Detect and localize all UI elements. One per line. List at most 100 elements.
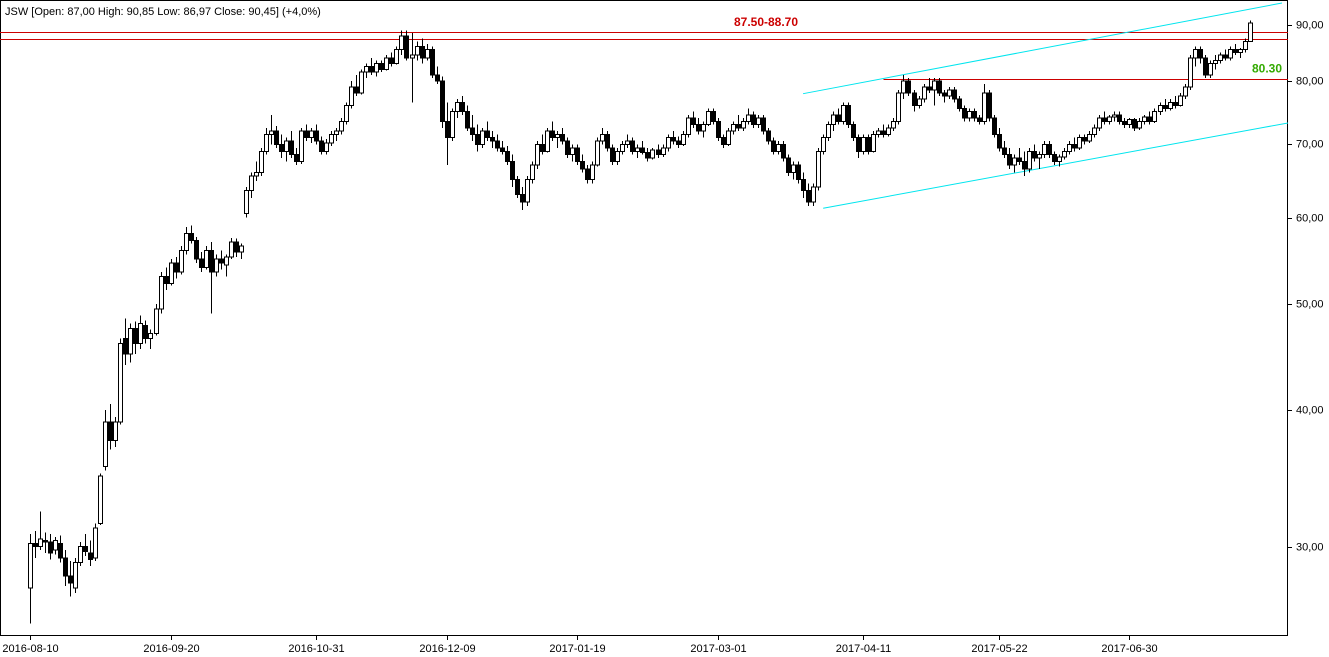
candle-body [189, 233, 194, 241]
y-tick-label: 50,00 [1296, 298, 1324, 310]
candle-body [550, 130, 555, 139]
candle-body [896, 92, 901, 122]
candle-body [535, 143, 540, 166]
candle-body [851, 124, 856, 139]
candle-body [801, 179, 806, 192]
candle-body [816, 150, 821, 188]
candle-body [1132, 118, 1137, 129]
candle-body [455, 101, 460, 113]
x-tick-label: 2016-12-09 [419, 643, 475, 655]
candle-body [796, 164, 801, 181]
candle-body [1203, 57, 1208, 76]
candle-body [841, 104, 846, 122]
candle-body [334, 130, 339, 135]
candle-body [691, 117, 696, 126]
candle-body [194, 239, 199, 260]
candle-body [645, 152, 650, 159]
candle-body [304, 130, 309, 139]
candle-body [113, 421, 118, 442]
candle-body [881, 130, 886, 135]
candle-body [761, 117, 766, 132]
candle-body [776, 143, 781, 152]
candle-body [103, 421, 108, 468]
candle-body [174, 262, 179, 273]
candle-body [580, 161, 585, 170]
candle-body [957, 98, 962, 110]
candle-body [404, 35, 409, 59]
candle-body [811, 186, 816, 203]
candle-body [1092, 127, 1097, 135]
candle-body [821, 137, 826, 152]
candle-body [425, 49, 430, 59]
candle-body [1087, 133, 1092, 142]
candle-body [314, 130, 319, 142]
candle-body [128, 327, 133, 355]
candle-body [264, 133, 269, 152]
candle-body [480, 130, 485, 145]
candle-body [259, 150, 264, 173]
candle-body [1198, 49, 1203, 59]
candle-body [374, 63, 379, 73]
candle-body [520, 193, 525, 203]
candle-body [1022, 161, 1027, 170]
candle-body [846, 104, 851, 126]
candle-body [63, 557, 68, 577]
candle-body [98, 475, 103, 524]
candle-body [721, 137, 726, 145]
candle-body [279, 143, 284, 152]
candle-body [982, 92, 987, 122]
candle-body [640, 147, 645, 154]
candle-body [861, 137, 866, 152]
candle-body [1027, 150, 1032, 170]
candle-body [1052, 154, 1057, 163]
candle-body [379, 63, 384, 70]
candle-body [384, 57, 389, 70]
candle-body [595, 140, 600, 166]
candle-body [214, 258, 219, 273]
candle-body [399, 35, 404, 51]
candle-body [319, 140, 324, 152]
candle-body [73, 562, 78, 589]
candle-body [630, 140, 635, 152]
candle-body [410, 54, 415, 59]
candle-body [786, 157, 791, 173]
candle-body [394, 49, 399, 65]
candle-body [1147, 116, 1152, 122]
candle-body [1077, 137, 1082, 149]
candle-body [1032, 150, 1037, 159]
candle-body [736, 124, 741, 129]
y-tick-label: 60,00 [1296, 212, 1324, 224]
candle-body [635, 147, 640, 152]
candle-body [806, 190, 811, 203]
candle-body [681, 133, 686, 145]
candle-body [209, 249, 214, 273]
candle-body [420, 46, 425, 59]
candle-body [510, 161, 515, 181]
candle-body [1057, 156, 1062, 163]
candle-body [1183, 86, 1188, 97]
candle-body [620, 143, 625, 152]
candle-body [1213, 60, 1218, 65]
candle-body [600, 133, 605, 142]
x-tick-label: 2016-09-20 [143, 643, 199, 655]
candle-body [540, 143, 545, 152]
candle-body [972, 111, 977, 119]
candle-body [1127, 118, 1132, 126]
candle-body [686, 117, 691, 135]
x-tick-label: 2017-04-11 [836, 643, 891, 655]
candle-body [123, 338, 128, 355]
candle-body [560, 133, 565, 142]
chart-title: JSW [Open: 87,00 High: 90,85 Low: 86,97 … [5, 6, 321, 18]
candle-body [987, 92, 992, 119]
candle-body [1082, 137, 1087, 142]
candle-body [359, 71, 364, 94]
candle-body [676, 140, 681, 145]
candle-body [1117, 114, 1122, 122]
candle-body [836, 114, 841, 122]
candle-body [947, 89, 952, 97]
x-tick-label: 2016-08-10 [2, 643, 58, 655]
candle-body [1243, 40, 1248, 51]
candle-body [1223, 54, 1228, 59]
candle-body [274, 130, 279, 145]
candle-body [1208, 63, 1213, 76]
